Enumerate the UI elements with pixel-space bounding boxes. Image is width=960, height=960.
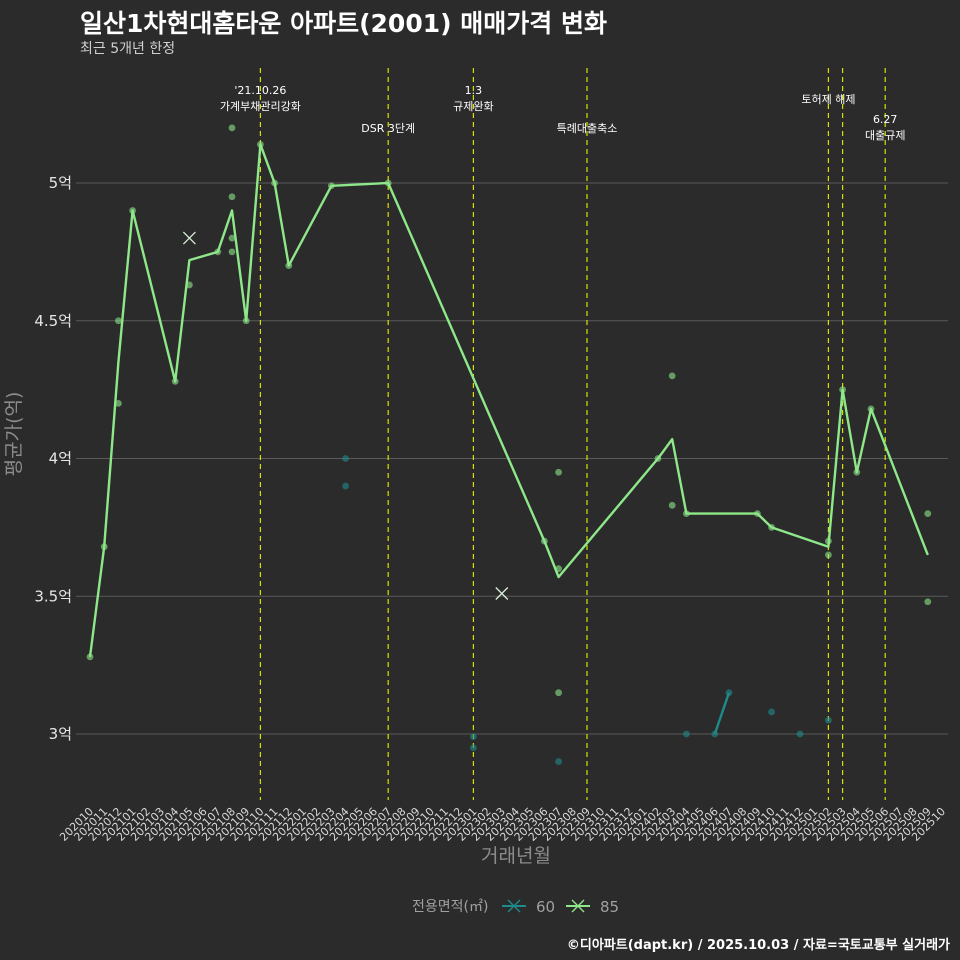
data-point [228,124,236,132]
policy-annotation: 토허제 해제 [801,92,855,106]
chart-title: 일산1차현대홈타운 아파트(2001) 매매가격 변화 [80,9,607,38]
data-point [555,468,562,476]
legend-swatch-cross [571,899,585,913]
series-85 [86,124,932,697]
trend-line [713,692,731,735]
data-point [115,317,122,325]
policy-annotation: 1.3 [465,84,483,97]
policy-annotation: 6.27 [873,113,898,126]
series-60 [342,455,832,765]
data-point [796,730,804,738]
chart-subtitle: 최근 5개년 한정 [80,41,176,57]
data-point [470,744,477,752]
legend-item-60: 60 [502,898,555,916]
y-tick-label: 3.5억 [34,587,72,605]
data-point [668,372,676,380]
data-point [825,551,832,559]
data-point [683,730,690,738]
legend-title: 전용면적(㎡) [412,899,488,915]
y-axis-title: 평균가(억) [3,392,25,477]
data-point [924,598,932,606]
data-point [228,248,236,256]
data-point [924,510,932,517]
y-tick-label: 3억 [49,725,72,743]
y-tick-label: 4.5억 [34,312,72,330]
trend-line [88,143,929,658]
data-point [768,708,775,716]
policy-annotation: 가계부채관리강화 [220,100,301,113]
data-point [115,400,122,407]
data-point [555,758,562,765]
y-tick-label: 5억 [49,174,72,192]
policy-annotation: 특례대출축소 [557,122,618,135]
data-point [342,455,349,462]
legend-swatch-cross [507,899,521,913]
data-point [668,501,676,509]
policy-annotation: 규제완화 [453,100,493,113]
y-tick-label: 4억 [49,450,72,468]
policy-annotation: 대출규제 [865,129,905,142]
data-point [825,716,832,724]
data-point [228,193,236,201]
legend-label: 60 [536,898,555,916]
legend-label: 85 [600,898,619,916]
cross-marker [182,231,196,245]
data-point [228,234,236,242]
legend-item-85: 85 [566,898,619,916]
source-caption: ©디아파트(dapt.kr) / 2025.10.03 / 자료=국토교통부 실… [566,938,950,953]
x-axis-title: 거래년월 [481,845,551,867]
cross-marker [495,587,509,600]
policy-annotation: DSR 3단계 [361,122,415,135]
policy-annotation: '21.10.26 [234,84,286,97]
data-point [470,733,477,741]
data-point [342,482,349,490]
data-point [555,689,562,697]
